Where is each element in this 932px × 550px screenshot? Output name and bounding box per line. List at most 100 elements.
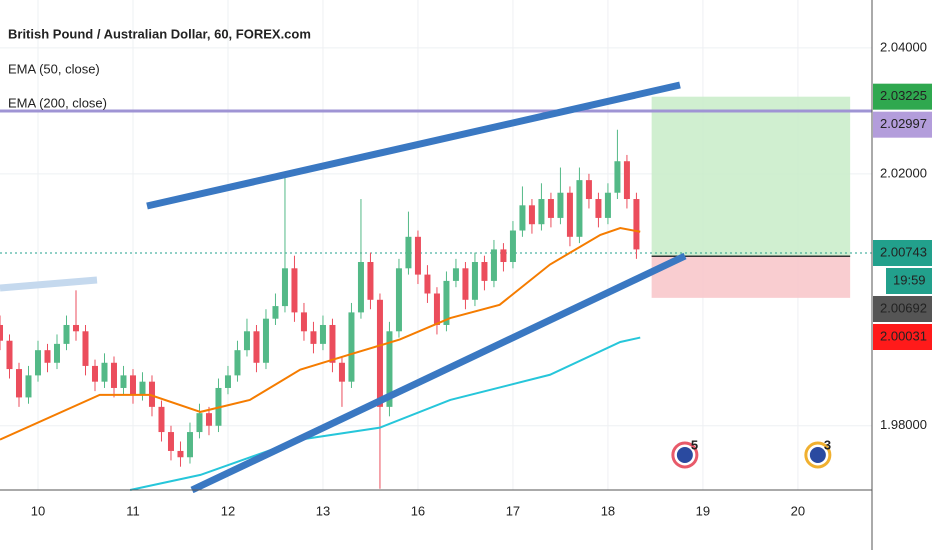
candle-body bbox=[471, 262, 478, 300]
x-tick-label: 17 bbox=[506, 503, 520, 518]
candle-body bbox=[6, 340, 13, 370]
y-tick-label: 2.02000 bbox=[880, 165, 927, 180]
candle-body bbox=[253, 331, 260, 363]
trend-line-upper bbox=[146, 81, 681, 210]
candle-body bbox=[129, 375, 136, 395]
candle-body bbox=[101, 362, 108, 382]
candle-body bbox=[63, 324, 70, 344]
candle-body bbox=[177, 450, 184, 458]
candle-body bbox=[158, 406, 165, 433]
price-label: 2.00743 bbox=[880, 244, 927, 259]
price-label: 2.00031 bbox=[880, 328, 927, 343]
price-label-bg bbox=[873, 239, 932, 266]
candle-body bbox=[319, 324, 326, 344]
y-tick-label: 1.98000 bbox=[880, 417, 927, 432]
x-tick-label: 18 bbox=[601, 503, 615, 518]
loss-zone bbox=[651, 256, 851, 298]
candle-body bbox=[500, 249, 507, 263]
candle-body bbox=[148, 381, 155, 407]
price-label-bg bbox=[873, 295, 932, 322]
candle-body bbox=[186, 432, 193, 458]
event-count: 5 bbox=[691, 437, 698, 452]
candle-body bbox=[538, 199, 545, 225]
candle-body bbox=[300, 312, 307, 332]
price-label: 2.02997 bbox=[880, 116, 927, 131]
x-tick-label: 10 bbox=[31, 503, 45, 518]
y-tick-label: 2.04000 bbox=[880, 39, 927, 54]
candle-body bbox=[395, 268, 402, 332]
countdown: 19:59 bbox=[893, 272, 926, 287]
candle-body bbox=[405, 236, 412, 269]
candle-body bbox=[357, 262, 364, 313]
event-flag bbox=[676, 447, 693, 463]
candle-body bbox=[614, 161, 621, 193]
candle-body bbox=[272, 306, 279, 319]
price-label: 2.03225 bbox=[880, 88, 927, 103]
candle-body bbox=[576, 180, 583, 237]
candle-body bbox=[566, 192, 573, 237]
x-tick-label: 12 bbox=[221, 503, 235, 518]
candle-body bbox=[367, 262, 374, 300]
candle-body bbox=[53, 343, 60, 363]
candle-body bbox=[547, 199, 554, 218]
candle-body bbox=[462, 268, 469, 300]
candle-body bbox=[443, 280, 450, 325]
x-tick-label: 13 bbox=[316, 503, 330, 518]
candle-body bbox=[604, 192, 611, 218]
candle-body bbox=[196, 413, 203, 433]
candle-body bbox=[167, 432, 174, 451]
candle-body bbox=[433, 293, 440, 325]
candle-body bbox=[452, 268, 459, 281]
plot bbox=[0, 96, 872, 491]
candle-body bbox=[224, 375, 231, 388]
candle-body bbox=[243, 331, 250, 351]
candle-body bbox=[139, 381, 146, 395]
candle-body bbox=[509, 230, 516, 263]
profit-zone bbox=[651, 96, 851, 257]
candle-body bbox=[110, 362, 117, 388]
candle-body bbox=[376, 299, 383, 407]
candle-body bbox=[25, 375, 32, 398]
candle-body bbox=[281, 268, 288, 307]
price-label-bg bbox=[873, 111, 932, 138]
event-count: 3 bbox=[824, 437, 831, 452]
ema-line bbox=[129, 336, 641, 491]
x-tick-label: 19 bbox=[696, 503, 710, 518]
trend-line-lower bbox=[190, 252, 687, 494]
event-flag bbox=[809, 447, 826, 463]
candle-body bbox=[0, 324, 3, 341]
legend-entry: EMA (50, close) bbox=[8, 61, 100, 76]
trend-line-faded bbox=[0, 276, 98, 292]
candle-body bbox=[72, 324, 79, 332]
ema-line bbox=[0, 226, 641, 441]
price-label-bg bbox=[873, 83, 932, 110]
candle-body bbox=[310, 331, 317, 344]
countdown-bg bbox=[886, 267, 932, 294]
candle-body bbox=[15, 369, 22, 398]
candle-body bbox=[585, 180, 592, 200]
candle-body bbox=[623, 161, 630, 200]
candle-body bbox=[348, 312, 355, 382]
candle-body bbox=[205, 413, 212, 426]
price-label: 2.00692 bbox=[880, 300, 927, 315]
candle-body bbox=[120, 375, 127, 388]
price-label-bg bbox=[873, 323, 932, 350]
candle-body bbox=[557, 192, 564, 218]
candle-body bbox=[82, 331, 89, 366]
candle-body bbox=[34, 350, 41, 376]
candle-body bbox=[519, 205, 526, 231]
x-tick-label: 16 bbox=[411, 503, 425, 518]
candle-body bbox=[386, 331, 393, 407]
candle-body bbox=[414, 236, 421, 275]
candle-body bbox=[234, 350, 241, 376]
candle-body bbox=[424, 274, 431, 294]
candle-body bbox=[291, 268, 298, 313]
x-tick-label: 20 bbox=[791, 503, 805, 518]
candle-body bbox=[44, 350, 51, 363]
candle-body bbox=[91, 365, 98, 382]
chart-title: British Pound / Australian Dollar, 60, F… bbox=[8, 26, 311, 41]
candle-body bbox=[338, 362, 345, 382]
candle-body bbox=[633, 199, 640, 250]
legend-entry: EMA (200, close) bbox=[8, 95, 107, 110]
